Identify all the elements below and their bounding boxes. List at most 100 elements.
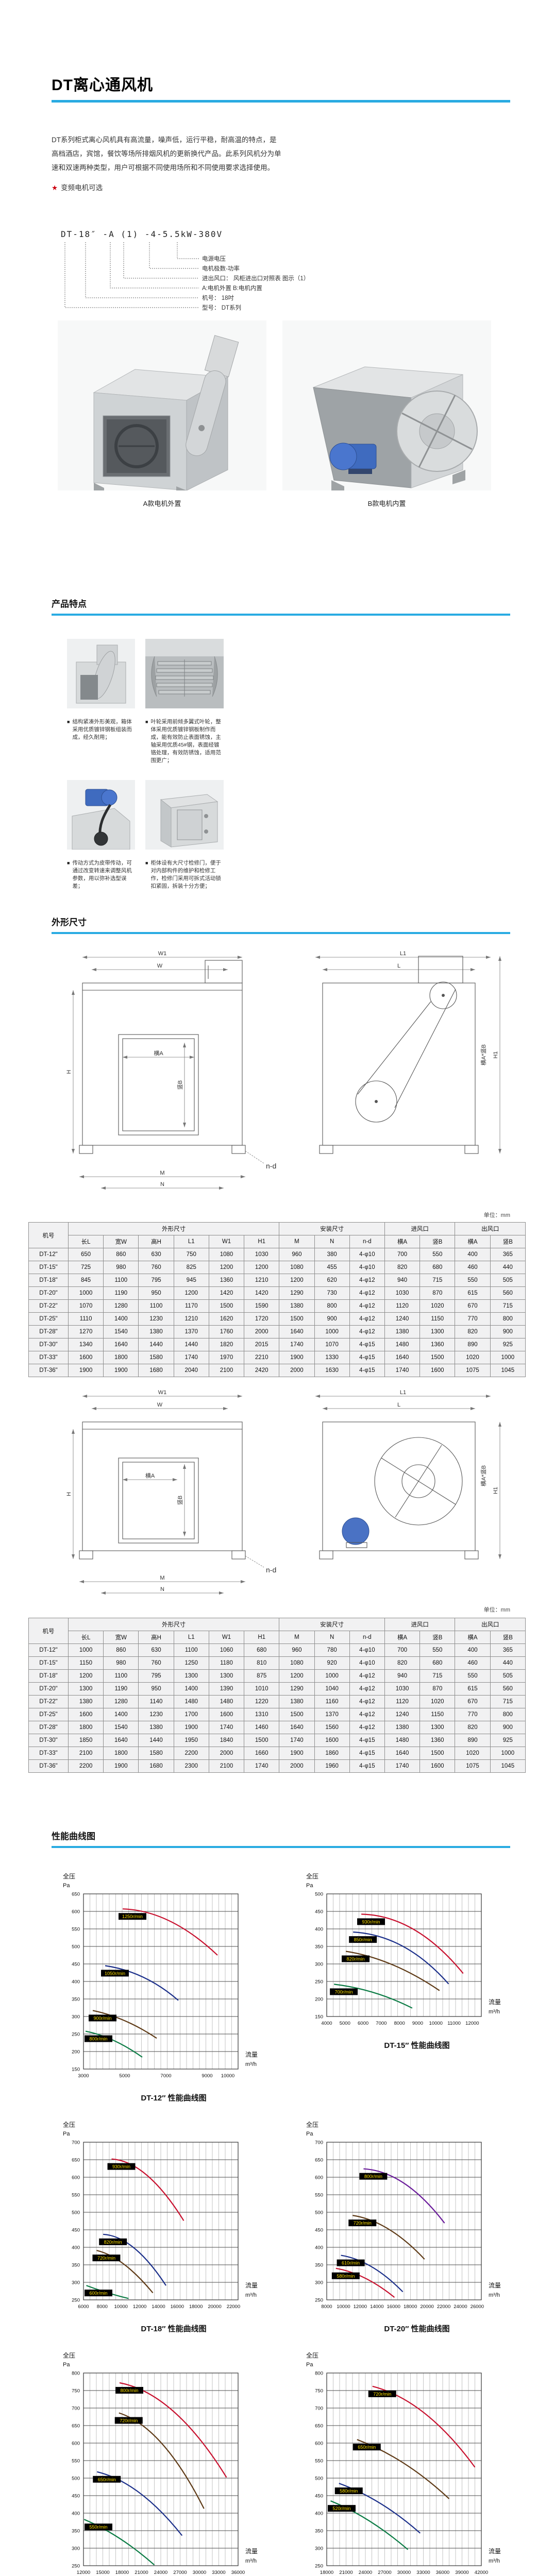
table-cell: 进风口	[384, 1618, 456, 1631]
svg-text:150: 150	[315, 2014, 323, 2020]
table-cell: 横A	[455, 1631, 491, 1644]
curve-850r/min	[353, 1931, 449, 1985]
table-cell: 925	[490, 1338, 526, 1351]
table-cell: DT-18"	[28, 1669, 69, 1683]
table-cell: 810	[244, 1656, 280, 1670]
table-cell: 1600	[68, 1708, 104, 1721]
table-cell: 560	[490, 1682, 526, 1696]
table-cell: 1150	[68, 1656, 104, 1670]
table-cell: 1000	[68, 1643, 104, 1657]
svg-text:400: 400	[315, 2511, 323, 2517]
svg-text:全压: 全压	[63, 2351, 75, 2359]
svg-text:27000: 27000	[173, 2570, 187, 2575]
svg-text:720r/min: 720r/min	[354, 2221, 372, 2226]
table-row: DT-33" 2100 1800 1580 2200 2000 1660 1900 1860 4-…	[28, 1747, 526, 1760]
table-cell: 4-φ15	[349, 1759, 385, 1773]
table-cell: 440	[490, 1261, 526, 1274]
table-cell: DT-20"	[28, 1682, 69, 1696]
svg-text:12000: 12000	[465, 2021, 479, 2026]
table-cell: 455	[314, 1261, 350, 1274]
chart-cell: 全压 Pa 250 300 350 400 450 500 550 600 650 700 750 800…	[58, 2349, 290, 2576]
table-cell: N	[314, 1235, 350, 1248]
svg-text:42000: 42000	[475, 2570, 488, 2575]
table-cell: 1600	[68, 1351, 104, 1364]
svg-text:m³/h: m³/h	[245, 2292, 257, 2298]
table-cell: 400	[455, 1643, 491, 1657]
table-cell: 650	[68, 1248, 104, 1261]
table-cell: 1900	[103, 1364, 139, 1377]
svg-text:400: 400	[72, 1979, 80, 1985]
table-cell: 1060	[208, 1643, 245, 1657]
svg-text:18000: 18000	[404, 2304, 417, 2310]
table-cell: 1360	[419, 1734, 456, 1747]
table-row: DT-33" 1600 1800 1580 1740 1970 2210 1900 1330 4-…	[28, 1351, 526, 1364]
table-cell: 980	[103, 1261, 139, 1274]
dim-label-W1: W1	[158, 951, 167, 957]
curve-1050r/min	[105, 1965, 179, 2001]
svg-text:8000: 8000	[321, 2304, 332, 2310]
table-cell: 1080	[279, 1656, 315, 1670]
dim-label-L1: L1	[400, 951, 406, 957]
dim-label-H: H	[66, 1492, 72, 1496]
svg-text:流量: 流量	[245, 2282, 258, 2289]
table-cell: DT-25"	[28, 1312, 69, 1326]
table-cell: 1700	[173, 1708, 209, 1721]
table-cell: 高H	[138, 1631, 174, 1644]
table-cell: 1020	[419, 1299, 456, 1313]
table-cell: 4-φ12	[349, 1708, 385, 1721]
svg-text:300: 300	[315, 1962, 323, 1968]
table-cell: 1070	[68, 1299, 104, 1313]
feature-image-cabinet	[67, 639, 135, 708]
table-cell: 1300	[68, 1682, 104, 1696]
svg-text:全压: 全压	[306, 2351, 318, 2359]
table-row: DT-30" 1340 1640 1440 1440 1820 2015 1740 1070 4-…	[28, 1338, 526, 1351]
svg-text:10000: 10000	[429, 2021, 443, 2026]
table-cell: 1380	[138, 1721, 174, 1734]
model-code-label: 型号： DT系列	[202, 304, 241, 311]
table-cell: 770	[455, 1708, 491, 1721]
svg-text:1050r/min: 1050r/min	[105, 1971, 125, 1976]
table-cell: 1400	[103, 1312, 139, 1326]
svg-text:39000: 39000	[455, 2570, 468, 2575]
table-row: DT-28" 1800 1540 1380 1900 1740 1460 1640 1560 4-…	[28, 1721, 526, 1734]
svg-text:550: 550	[72, 2193, 80, 2198]
table-row: DT-18" 1200 1100 795 1300 1300 875 1200 1000 4-φ1…	[28, 1669, 526, 1683]
svg-text:600: 600	[72, 2175, 80, 2181]
svg-text:全压: 全压	[63, 2121, 75, 2128]
table-cell: 1440	[138, 1338, 174, 1351]
table-cell: 890	[455, 1734, 491, 1747]
table-cell: 安装尺寸	[279, 1222, 385, 1235]
svg-text:30000: 30000	[193, 2570, 206, 2575]
table-cell: 1540	[103, 1721, 139, 1734]
table-cell: 1210	[244, 1274, 280, 1287]
table-cell: 1100	[103, 1274, 139, 1287]
chart-title: DT-18″ 性能曲线图	[141, 2325, 207, 2333]
svg-text:18000: 18000	[115, 2570, 129, 2575]
table-cell: 1000	[314, 1669, 350, 1683]
curve-820r/min	[103, 2233, 166, 2286]
table-cell: 820	[384, 1261, 421, 1274]
svg-text:14000: 14000	[152, 2304, 165, 2310]
table-cell: 1020	[419, 1695, 456, 1708]
svg-text:450: 450	[315, 1909, 323, 1915]
curve-900r/min	[92, 2010, 157, 2039]
svg-text:150: 150	[72, 2067, 80, 2073]
star-icon: ★	[52, 184, 58, 192]
table-cell: M	[279, 1631, 315, 1644]
table-cell: 1620	[208, 1312, 245, 1326]
svg-text:500: 500	[315, 2476, 323, 2482]
curve-label: 800r/min	[359, 2173, 388, 2180]
table-cell: DT-18"	[28, 1274, 69, 1287]
table-cell: 机号	[28, 1618, 69, 1644]
table-cell: 1640	[103, 1338, 139, 1351]
svg-text:300: 300	[72, 2014, 80, 2020]
table-cell: 长L	[68, 1235, 104, 1248]
table-cell: DT-36"	[28, 1364, 69, 1377]
table-cell: 1740	[173, 1351, 209, 1364]
curve-label: 600r/min	[85, 2290, 112, 2297]
table-cell: 1500	[244, 1734, 280, 1747]
table-cell: 1400	[173, 1682, 209, 1696]
table-cell: 550	[419, 1643, 456, 1657]
